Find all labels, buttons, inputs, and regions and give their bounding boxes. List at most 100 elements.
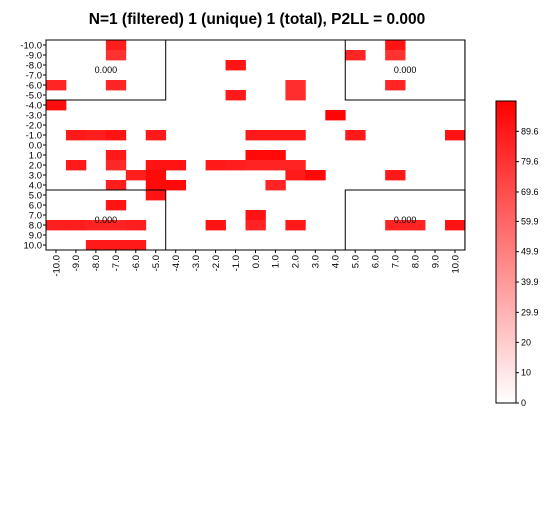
x-tick-label: 4.0 bbox=[331, 255, 342, 268]
heatmap-cell bbox=[305, 170, 326, 181]
colorbar-tick-label: 29.9 bbox=[521, 307, 539, 317]
zone-label: 0.000 bbox=[95, 65, 118, 75]
heatmap-cell bbox=[105, 200, 127, 211]
y-tick-label: -7.0 bbox=[26, 70, 42, 81]
heatmap-cell bbox=[105, 180, 127, 191]
heatmap-cell bbox=[46, 220, 67, 231]
x-tick-label: 9.0 bbox=[430, 255, 441, 268]
heatmap-cell bbox=[385, 80, 406, 91]
heatmap-cell bbox=[65, 130, 87, 141]
heatmap-cell bbox=[145, 190, 167, 201]
x-tick-label: 10.0 bbox=[450, 255, 461, 274]
heatmap-cell bbox=[285, 160, 306, 171]
y-tick-label: -2.0 bbox=[26, 120, 42, 131]
heatmap-cell bbox=[405, 220, 426, 231]
x-tick-label: -6.0 bbox=[131, 255, 142, 271]
zone-label: 0.000 bbox=[394, 65, 417, 75]
y-tick-label: 8.0 bbox=[29, 220, 42, 231]
heatmap-cell bbox=[145, 130, 167, 141]
heatmap-cell bbox=[345, 50, 366, 61]
heatmap-cell bbox=[445, 130, 466, 141]
x-tick-label: -10.0 bbox=[51, 255, 62, 277]
heatmap-cell bbox=[105, 50, 127, 61]
x-tick-label: 2.0 bbox=[291, 255, 302, 268]
colorbar-tick-label: 20 bbox=[521, 337, 531, 347]
colorbar-tick-label: 59.9 bbox=[521, 216, 539, 226]
heatmap-cell bbox=[105, 40, 127, 51]
heatmap-cell bbox=[265, 130, 286, 141]
heatmap-cell bbox=[385, 170, 406, 181]
heatmap-cells bbox=[46, 40, 466, 251]
heatmap-cell bbox=[85, 240, 107, 251]
heatmap-cell bbox=[225, 160, 246, 171]
heatmap-cell bbox=[245, 220, 266, 231]
heatmap-cell bbox=[205, 160, 226, 171]
heatmap-cell bbox=[265, 160, 286, 171]
colorbar-tick-label: 0 bbox=[521, 398, 526, 408]
heatmap-cell bbox=[345, 130, 366, 141]
heatmap-cell bbox=[245, 130, 266, 141]
heatmap-cell bbox=[325, 110, 346, 121]
heatmap-cell bbox=[105, 160, 127, 171]
heatmap-cell bbox=[225, 90, 246, 101]
heatmap-cell bbox=[85, 220, 107, 231]
y-tick-label: 1.0 bbox=[29, 150, 42, 161]
heatmap-cell bbox=[265, 180, 286, 191]
colorbar-tick-label: 39.9 bbox=[521, 277, 539, 287]
y-tick-label: 9.0 bbox=[29, 230, 42, 241]
heatmap-cell bbox=[165, 180, 187, 191]
heatmap-cell bbox=[285, 220, 306, 231]
y-tick-label: 10.0 bbox=[24, 240, 43, 251]
colorbar-tick-label: 69.6 bbox=[521, 187, 539, 197]
y-tick-label: -3.0 bbox=[26, 110, 42, 121]
heatmap-cell bbox=[245, 160, 266, 171]
y-axis-ticks: -10.0-9.0-8.0-7.0-6.0-5.0-4.0-3.0-2.0-1.… bbox=[20, 40, 46, 251]
heatmap-cell bbox=[245, 210, 266, 221]
heatmap-cell bbox=[65, 220, 87, 231]
y-tick-label: 2.0 bbox=[29, 160, 42, 171]
heatmap-cell bbox=[105, 240, 127, 251]
x-tick-label: 0.0 bbox=[251, 255, 262, 268]
heatmap-cell bbox=[385, 50, 406, 61]
colorbar bbox=[495, 100, 517, 404]
x-tick-label: -9.0 bbox=[71, 255, 82, 271]
x-tick-label: -5.0 bbox=[151, 255, 162, 271]
heatmap-cell bbox=[285, 90, 306, 101]
colorbar-ticks: 0 10 20 29.9 39.9 49.9 59.9 69.6 79.6 89.6 bbox=[516, 126, 539, 408]
heatmap-cell bbox=[145, 170, 167, 181]
heatmap-cell bbox=[105, 80, 127, 91]
y-tick-label: -8.0 bbox=[26, 60, 42, 71]
heatmap-cell bbox=[105, 150, 127, 161]
zone-label: 0.000 bbox=[394, 215, 417, 225]
x-tick-label: -4.0 bbox=[171, 255, 182, 271]
heatmap-cell bbox=[385, 220, 406, 231]
heatmap-cell bbox=[285, 130, 306, 141]
heatmap-cell bbox=[145, 160, 167, 171]
heatmap-cell bbox=[445, 220, 466, 231]
heatmap-cell bbox=[265, 150, 286, 161]
colorbar-tick-label: 79.6 bbox=[521, 157, 539, 167]
heatmap-cell bbox=[165, 160, 187, 171]
y-tick-label: -9.0 bbox=[26, 50, 42, 61]
colorbar-tick-label: 10 bbox=[521, 368, 531, 378]
heatmap-cell bbox=[125, 170, 147, 181]
x-axis-ticks: -10.0 -9.0 -8.0 -7.0 -6.0 -5.0 -4.0 -3.0 -2.0 -1.… bbox=[51, 250, 461, 277]
heatmap-cell bbox=[46, 80, 67, 91]
y-tick-label: 6.0 bbox=[29, 200, 42, 211]
x-tick-label: -3.0 bbox=[191, 255, 202, 271]
heatmap-cell bbox=[105, 220, 127, 231]
x-tick-label: -2.0 bbox=[211, 255, 222, 271]
heatmap-cell bbox=[85, 130, 107, 141]
x-tick-label: -8.0 bbox=[91, 255, 102, 271]
colorbar-tick-label: 89.6 bbox=[521, 126, 539, 136]
heatmap-cell bbox=[65, 160, 87, 171]
heatmap-cell bbox=[145, 180, 167, 191]
y-tick-label: 3.0 bbox=[29, 170, 42, 181]
y-tick-label: 7.0 bbox=[29, 210, 42, 221]
heatmap-cell bbox=[225, 60, 246, 71]
x-tick-label: 6.0 bbox=[370, 255, 381, 268]
zone-label: 0.000 bbox=[95, 215, 118, 225]
y-tick-label: 4.0 bbox=[29, 180, 42, 191]
heatmap-cell bbox=[245, 150, 266, 161]
y-tick-label: -5.0 bbox=[26, 90, 42, 101]
